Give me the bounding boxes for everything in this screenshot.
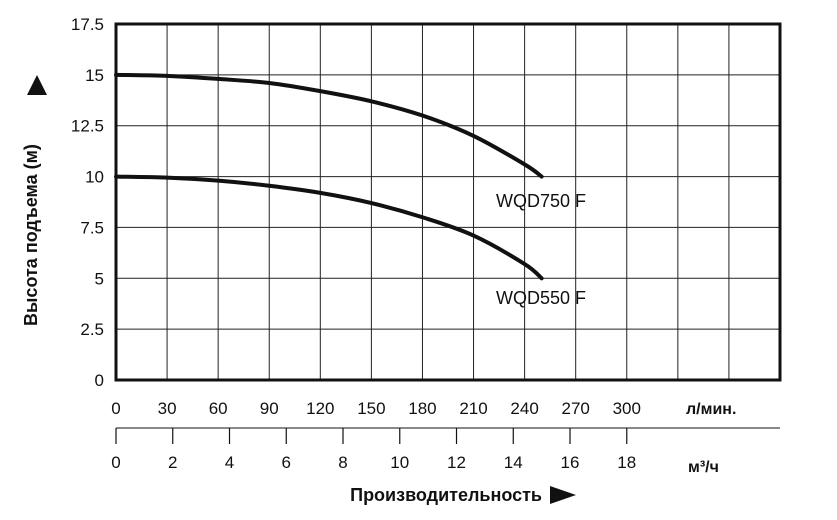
- y-axis-arrow-icon: [27, 75, 47, 95]
- x-m3h-tick-label: 10: [390, 453, 409, 472]
- x-lmin-tick-label: 240: [510, 399, 538, 418]
- x-lmin-tick-label: 0: [111, 399, 120, 418]
- x-m3h-tick-label: 2: [168, 453, 177, 472]
- series-line-wqd750: [114, 72, 544, 179]
- y-tick-label: 2.5: [80, 320, 104, 339]
- y-tick-label: 12.5: [71, 117, 104, 136]
- y-tick-labels: 0 2.5 5 7.5 10 12.5 15 17.5: [71, 15, 104, 390]
- x-m3h-tick-label: 8: [338, 453, 347, 472]
- y-tick-label: 7.5: [80, 218, 104, 237]
- y-tick-label: 15: [85, 66, 104, 85]
- y-tick-label: 0: [95, 371, 104, 390]
- x-lmin-unit: л/мин.: [686, 401, 736, 418]
- series-label-wqd550: WQD550 F: [496, 288, 586, 308]
- x-m3h-tick-label: 4: [225, 453, 234, 472]
- x-m3h-tick-label: 16: [561, 453, 580, 472]
- x-m3h-tick-label: 0: [111, 453, 120, 472]
- y-tick-label: 17.5: [71, 15, 104, 34]
- x-m3h-tick-label: 6: [282, 453, 291, 472]
- x-lmin-tick-label: 90: [260, 399, 279, 418]
- series-line-wqd550: [114, 174, 544, 281]
- x-m3h-tick-label: 18: [617, 453, 636, 472]
- x-lmin-tick-label: 210: [459, 399, 487, 418]
- y-tick-label: 5: [95, 269, 104, 288]
- x-m3h-unit: м³/ч: [688, 459, 719, 476]
- curves: [114, 72, 544, 281]
- x-lmin-tick-label: 150: [357, 399, 385, 418]
- x-axis-title: Производительность: [350, 485, 542, 505]
- x-lmin-tick-label: 270: [562, 399, 590, 418]
- x-lmin-tick-label: 60: [209, 399, 228, 418]
- x-axis-arrow-icon: [550, 486, 576, 504]
- y-axis-title: Высота подъема (м): [21, 144, 41, 326]
- x-m3h-tick-label: 14: [504, 453, 523, 472]
- x-lmin-tick-labels: 0 30 60 90 120 150 180 210 240 270 300: [111, 399, 641, 418]
- x-lmin-tick-label: 180: [408, 399, 436, 418]
- x-lmin-tick-label: 300: [613, 399, 641, 418]
- plot-frame: [114, 22, 782, 382]
- x-m3h-tick-label: 12: [447, 453, 466, 472]
- x-lmin-tick-label: 30: [158, 399, 177, 418]
- y-tick-label: 10: [85, 168, 104, 187]
- x-lmin-tick-label: 120: [306, 399, 334, 418]
- series-label-wqd750: WQD750 F: [496, 191, 586, 211]
- x-m3h-axis: 0 2 4 6 8 10 12 14 16 18: [111, 427, 780, 472]
